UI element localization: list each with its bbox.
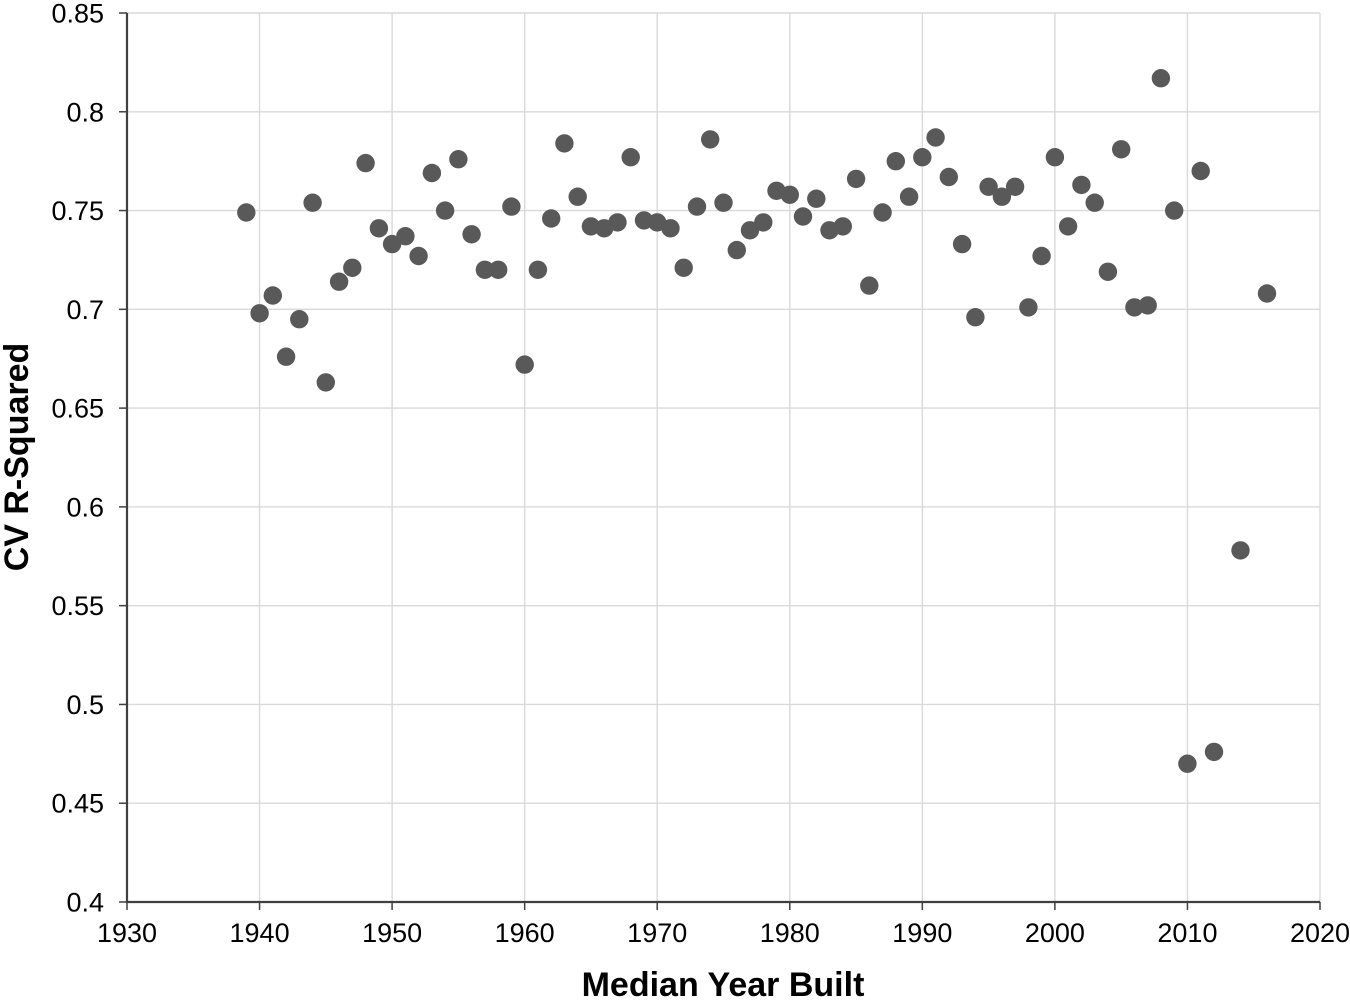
y-tick-label: 0.85: [51, 0, 104, 29]
data-point: [435, 201, 455, 220]
data-point: [515, 355, 534, 374]
data-point: [369, 219, 389, 238]
data-point: [409, 246, 428, 266]
y-tick-label: 0.4: [66, 888, 104, 918]
data-point: [449, 150, 468, 169]
y-tick-label: 0.65: [51, 394, 104, 424]
x-tick-label: 1990: [892, 918, 952, 948]
data-point: [382, 234, 402, 254]
data-point: [303, 193, 322, 212]
data-point: [343, 258, 362, 277]
x-axis-title: Median Year Built: [582, 966, 865, 1004]
data-point: [290, 310, 309, 329]
data-point: [237, 203, 256, 222]
data-point: [1058, 217, 1078, 236]
data-point: [727, 240, 746, 260]
data-point: [833, 217, 852, 236]
x-tick-label: 1960: [495, 918, 555, 948]
data-point: [1138, 296, 1157, 315]
data-point: [1165, 201, 1184, 220]
data-point: [1257, 284, 1277, 303]
data-point: [462, 225, 481, 244]
x-tick-label: 2000: [1025, 918, 1085, 948]
data-point: [793, 207, 813, 226]
data-point: [1204, 742, 1224, 762]
data-point: [687, 197, 707, 216]
data-point: [979, 177, 998, 196]
data-point: [1191, 161, 1210, 181]
data-point: [740, 221, 760, 240]
data-point: [661, 219, 680, 238]
data-point: [329, 272, 349, 291]
x-tick-label: 1940: [230, 918, 290, 948]
data-point: [475, 260, 495, 279]
x-tick-label: 1980: [760, 918, 820, 948]
data-point: [754, 213, 773, 232]
y-tick-label: 0.75: [51, 196, 104, 226]
data-point: [873, 203, 892, 222]
data-point: [1005, 177, 1025, 196]
data-point: [1098, 262, 1118, 281]
data-point: [1019, 298, 1038, 317]
data-point: [926, 128, 945, 147]
data-point: [886, 152, 905, 171]
data-point: [422, 163, 442, 183]
data-point: [674, 258, 693, 277]
data-point: [701, 130, 720, 149]
y-axis-title: CV R-Squared: [0, 343, 36, 572]
plot-generated: 0.4 0.45 0.5 0.55 0.6 0.65 0.7 0.75 0.8 0.85 1930 1…: [51, 0, 1350, 948]
data-point: [489, 260, 508, 279]
data-point: [1151, 69, 1171, 88]
data-point: [528, 260, 548, 279]
data-point: [807, 189, 826, 208]
data-point: [1178, 754, 1197, 773]
data-point: [608, 213, 627, 232]
data-point: [621, 148, 640, 167]
data-point: [1032, 246, 1051, 266]
data-point: [1045, 148, 1065, 167]
data-point: [780, 185, 799, 204]
data-point: [1085, 193, 1104, 212]
y-tick-label: 0.55: [51, 591, 104, 621]
data-point: [1112, 140, 1131, 159]
data-point: [316, 373, 335, 392]
data-point: [502, 197, 521, 216]
data-point: [860, 276, 879, 295]
x-tick-label: 1930: [97, 918, 157, 948]
x-tick-label: 2010: [1157, 918, 1217, 948]
data-point: [542, 209, 561, 228]
data-point: [555, 134, 574, 153]
data-point: [250, 304, 269, 323]
x-tick-label: 1950: [362, 918, 422, 948]
data-point: [1072, 175, 1091, 195]
y-tick-label: 0.7: [66, 295, 104, 325]
data-point: [396, 227, 415, 246]
data-point: [992, 187, 1012, 206]
x-tick-label: 2020: [1290, 918, 1350, 948]
y-tick-label: 0.6: [66, 492, 104, 522]
data-point: [899, 187, 919, 206]
data-point: [939, 167, 958, 187]
y-tick-label: 0.45: [51, 789, 104, 819]
data-point: [276, 347, 296, 366]
data-point: [1231, 541, 1250, 560]
x-tick-label: 1970: [627, 918, 687, 948]
data-point: [913, 148, 932, 167]
data-point: [714, 193, 733, 212]
data-point: [356, 153, 375, 173]
y-tick-label: 0.8: [66, 97, 104, 127]
data-point: [263, 286, 282, 305]
data-point: [952, 234, 972, 254]
data-point: [966, 308, 985, 327]
y-tick-label: 0.5: [66, 690, 104, 720]
data-point: [846, 169, 866, 189]
data-point: [568, 187, 587, 206]
